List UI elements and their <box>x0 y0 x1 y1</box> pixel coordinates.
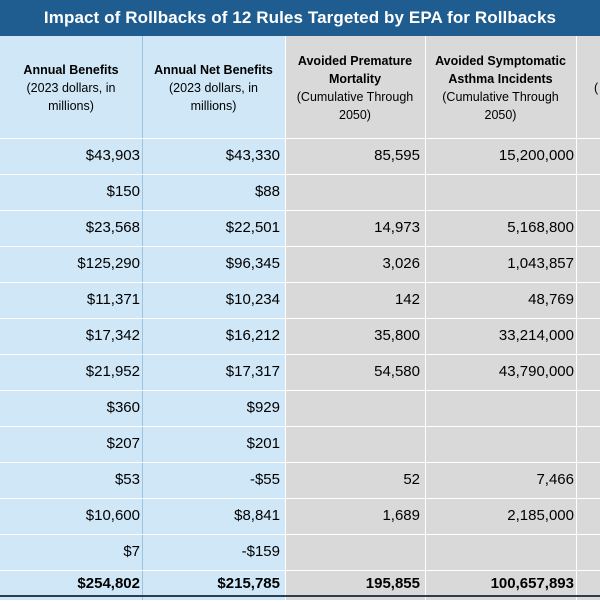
header-sub: millions) <box>190 99 237 113</box>
cell-avoided-mortality: 3,026 <box>382 255 420 272</box>
cell-annual-net-benefits: $929 <box>246 399 280 416</box>
cell-avoided-mortality: 85,595 <box>374 147 420 164</box>
header-label-line: Asthma Incidents <box>448 72 553 86</box>
cell-avoided-mortality: 1,689 <box>382 507 420 524</box>
cell-avoided-mortality: 54,580 <box>374 363 420 380</box>
cell-avoided-asthma: 7,466 <box>536 471 574 488</box>
row-divider <box>0 210 600 211</box>
header-annual-net-benefits: Annual Net Benefits (2023 dollars, in mi… <box>142 38 285 138</box>
header-label-line: Avoided Symptomatic <box>435 54 566 68</box>
row-divider <box>0 354 600 355</box>
header-avoided-premature-mortality: Avoided Premature Mortality (Cumulative … <box>285 38 425 138</box>
cell-avoided-asthma: 48,769 <box>528 291 574 308</box>
cell-avoided-asthma <box>425 426 574 462</box>
cell-annual-net-benefits: $8,841 <box>234 507 280 524</box>
cell-avoided-asthma: 15,200,000 <box>498 147 574 164</box>
header-label-line: Avoided Premature <box>297 54 413 68</box>
row-divider <box>0 174 600 175</box>
header-sub: 2050) <box>484 108 517 122</box>
row-divider <box>0 390 600 391</box>
cell-avoided-mortality <box>285 426 420 462</box>
cell-avoided-asthma: 2,185,000 <box>507 507 574 524</box>
header-label: Annual Net Benefits <box>154 63 273 77</box>
total-annual-net-benefits: $215,785 <box>217 575 280 592</box>
table-bottom-border <box>0 595 600 597</box>
total-annual-benefits: $254,802 <box>77 575 140 592</box>
header-cut-off-column: ( <box>576 38 600 138</box>
row-divider <box>0 570 600 571</box>
row-divider <box>0 318 600 319</box>
cell-avoided-mortality: 35,800 <box>374 327 420 344</box>
cell-avoided-asthma: 1,043,857 <box>507 255 574 272</box>
cell-annual-benefits: $150 <box>106 183 140 200</box>
header-sub: (2023 dollars, in <box>26 81 116 95</box>
header-label: Annual Benefits <box>23 63 119 77</box>
cell-avoided-mortality <box>285 534 420 570</box>
cell-avoided-asthma <box>425 534 574 570</box>
header-sub: (Cumulative Through <box>296 90 414 104</box>
header-label-line: Mortality <box>328 72 382 86</box>
cell-annual-net-benefits: $201 <box>246 435 280 452</box>
cell-annual-net-benefits: $88 <box>254 183 280 200</box>
cell-avoided-asthma <box>425 390 574 426</box>
cell-annual-net-benefits: $96,345 <box>225 255 280 272</box>
cell-annual-benefits: $7 <box>123 543 140 560</box>
cell-annual-benefits: $125,290 <box>77 255 140 272</box>
cell-avoided-asthma: 33,214,000 <box>498 327 574 344</box>
total-avoided-mortality: 195,855 <box>365 575 420 592</box>
cell-annual-benefits: $43,903 <box>85 147 140 164</box>
cell-annual-benefits: $17,342 <box>85 327 140 344</box>
cell-annual-net-benefits: -$159 <box>241 543 280 560</box>
cell-annual-net-benefits: $43,330 <box>225 147 280 164</box>
cell-annual-net-benefits: $22,501 <box>225 219 280 236</box>
table-title: Impact of Rollbacks of 12 Rules Targeted… <box>0 0 600 36</box>
header-sub: (Cumulative Through <box>442 90 559 104</box>
row-divider <box>0 426 600 427</box>
cell-annual-benefits: $207 <box>106 435 140 452</box>
header-sub: ( <box>594 81 599 95</box>
total-avoided-asthma: 100,657,893 <box>490 575 574 592</box>
cell-avoided-asthma <box>425 174 574 210</box>
cell-avoided-mortality <box>285 390 420 426</box>
cell-avoided-asthma: 5,168,800 <box>507 219 574 236</box>
cell-avoided-asthma: 43,790,000 <box>498 363 574 380</box>
header-avoided-asthma-incidents: Avoided Symptomatic Asthma Incidents (Cu… <box>425 38 576 138</box>
cell-annual-benefits: $21,952 <box>85 363 140 380</box>
row-divider <box>0 138 600 139</box>
row-divider <box>0 462 600 463</box>
row-divider <box>0 498 600 499</box>
cell-annual-net-benefits: -$55 <box>249 471 280 488</box>
row-divider <box>0 534 600 535</box>
header-sub: 2050) <box>339 108 371 122</box>
cell-avoided-mortality: 142 <box>394 291 420 308</box>
cell-annual-benefits: $10,600 <box>85 507 140 524</box>
cell-avoided-mortality: 52 <box>403 471 420 488</box>
cell-annual-benefits: $53 <box>114 471 140 488</box>
cell-annual-net-benefits: $16,212 <box>225 327 280 344</box>
row-divider <box>0 282 600 283</box>
header-sub: (2023 dollars, in <box>169 81 258 95</box>
cell-annual-benefits: $360 <box>106 399 140 416</box>
header-annual-benefits: Annual Benefits (2023 dollars, in millio… <box>0 38 142 138</box>
cell-annual-net-benefits: $17,317 <box>225 363 280 380</box>
cell-annual-benefits: $11,371 <box>86 291 140 308</box>
cell-avoided-mortality <box>285 174 420 210</box>
row-divider <box>0 246 600 247</box>
cell-annual-benefits: $23,568 <box>85 219 140 236</box>
cell-annual-net-benefits: $10,234 <box>225 291 280 308</box>
header-sub: millions) <box>48 99 94 113</box>
cell-avoided-mortality: 14,973 <box>374 219 420 236</box>
